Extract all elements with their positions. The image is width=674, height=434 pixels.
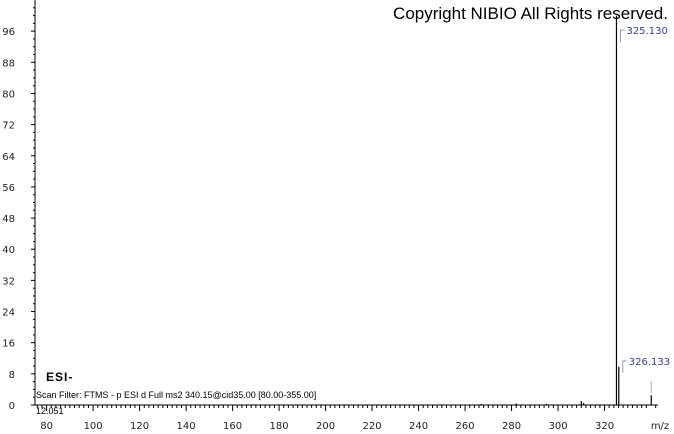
y-tick-label: 0 xyxy=(9,401,15,412)
x-tick-label: 300 xyxy=(548,421,567,432)
x-axis-label: m/z xyxy=(651,421,669,432)
y-tick-label: 80 xyxy=(2,89,15,100)
y-tick-label: 32 xyxy=(2,276,15,287)
y-tick-label: 48 xyxy=(2,214,15,225)
peak-label: 326.133 xyxy=(629,357,670,368)
x-tick-label: 260 xyxy=(456,421,475,432)
x-tick-label: 100 xyxy=(84,421,103,432)
y-tick-label: 72 xyxy=(2,121,15,132)
y-tick-label: 64 xyxy=(2,152,15,163)
y-tick-label: 88 xyxy=(2,58,15,69)
x-tick-label: 320 xyxy=(595,421,614,432)
x-tick-label: 120 xyxy=(130,421,149,432)
x-tick-label: 240 xyxy=(409,421,428,432)
copyright-text: Copyright NIBIO All Rights reserved. xyxy=(393,4,668,23)
scan-filter-text: Scan Filter: FTMS - p ESI d Full ms2 340… xyxy=(36,390,317,400)
x-tick-label: 280 xyxy=(502,421,521,432)
y-tick-label: 56 xyxy=(2,183,15,194)
ionization-label: ESI- xyxy=(46,370,74,384)
x-tick-label: 160 xyxy=(223,421,242,432)
y-tick-label: 16 xyxy=(2,339,15,350)
y-tick-label: 8 xyxy=(9,370,15,381)
x-tick-label: 140 xyxy=(177,421,196,432)
retention-time: 12.051 xyxy=(36,406,64,416)
x-tick-label: 200 xyxy=(316,421,335,432)
peak-label: 325.130 xyxy=(626,26,667,37)
x-tick-label: 180 xyxy=(270,421,289,432)
y-tick-label: 96 xyxy=(2,27,15,38)
x-tick-label: 80 xyxy=(40,421,53,432)
y-tick-label: 40 xyxy=(2,245,15,256)
peak-label-leader xyxy=(619,29,625,42)
peak-label-leader xyxy=(622,360,627,373)
y-tick-label: 24 xyxy=(2,308,15,319)
x-tick-label: 220 xyxy=(363,421,382,432)
